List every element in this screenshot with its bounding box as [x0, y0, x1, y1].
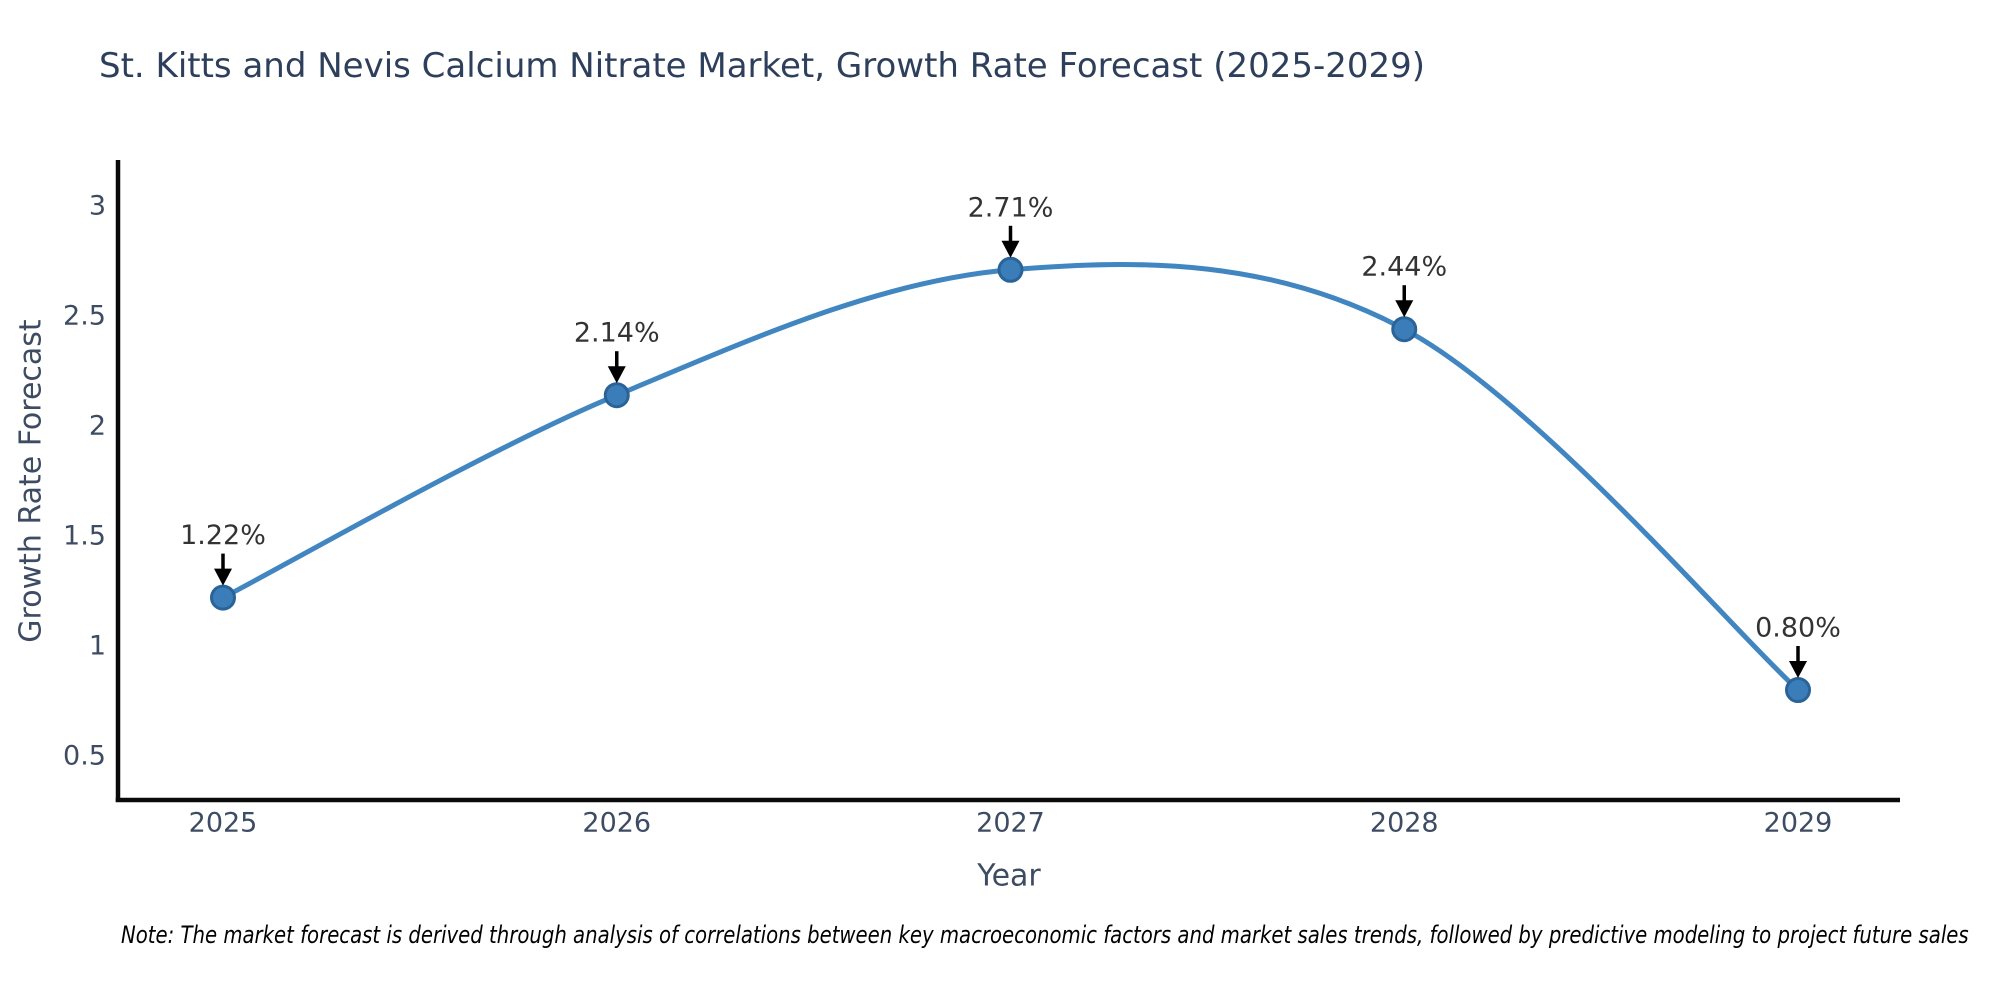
y-axis-tick-labels: 0.5 1 1.5 2 2.5 3: [63, 191, 106, 772]
annotation-arrowhead: [1395, 300, 1414, 318]
point-value-label: 1.22%: [180, 520, 266, 551]
trend-line: [220, 262, 1801, 693]
point-value-label: 0.80%: [1755, 613, 1841, 644]
y-tick-label: 3: [89, 191, 106, 222]
y-tick-label: 1.5: [63, 521, 106, 552]
data-point-marker: [1785, 677, 1811, 703]
y-tick-label: 1: [89, 631, 106, 662]
x-axis-title: Year: [977, 858, 1041, 894]
x-tick-label: 2029: [1764, 808, 1833, 839]
data-point-marker: [603, 382, 630, 409]
footnote: Note: The market forecast is derived thr…: [121, 921, 1969, 949]
y-tick-label: 0.5: [63, 741, 106, 772]
x-tick-label: 2025: [189, 808, 258, 839]
annotation-arrowhead: [1789, 661, 1807, 678]
y-axis-title: Growth Rate Forecast: [13, 319, 49, 643]
point-annotations: 1.22% 2.14% 2.71% 2.44% 0.80%: [180, 192, 1841, 678]
data-point-markers: [210, 256, 1811, 703]
annotation-arrowhead: [607, 366, 626, 384]
annotation-arrowhead: [1001, 240, 1020, 258]
data-point-marker: [1391, 316, 1418, 343]
y-tick-label: 2: [89, 411, 106, 442]
data-point-marker: [997, 256, 1024, 283]
y-tick-label: 2.5: [63, 301, 106, 332]
point-value-label: 2.71%: [968, 192, 1054, 223]
chart-title: St. Kitts and Nevis Calcium Nitrate Mark…: [99, 46, 1426, 86]
x-tick-label: 2028: [1370, 808, 1439, 839]
data-point-marker: [210, 584, 236, 611]
x-tick-label: 2026: [582, 808, 651, 839]
point-value-label: 2.14%: [574, 318, 660, 349]
annotation-arrowhead: [214, 568, 232, 586]
point-value-label: 2.44%: [1361, 252, 1447, 283]
x-axis-tick-labels: 2025 2026 2027 2028 2029: [189, 808, 1833, 839]
x-tick-label: 2027: [976, 808, 1045, 839]
